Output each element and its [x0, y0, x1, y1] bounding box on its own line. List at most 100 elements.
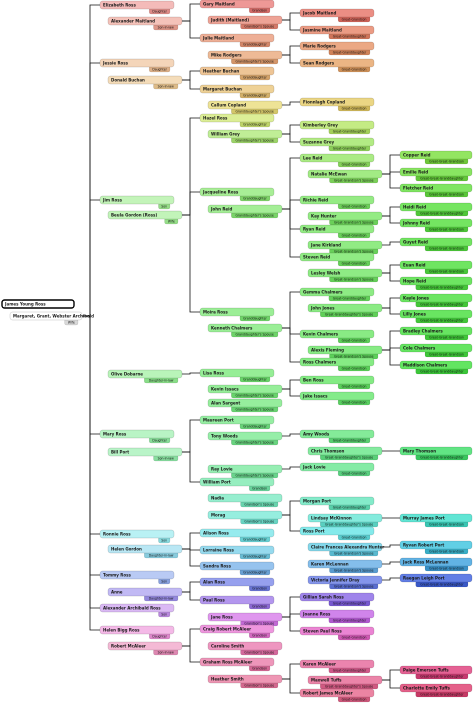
connector — [82, 315, 100, 576]
person-name: Jane Ross — [210, 614, 233, 619]
person-name: Morgan Port — [303, 498, 331, 503]
connector — [382, 215, 400, 224]
name-box — [207, 398, 283, 408]
relation-label: Great-Granddaughter — [333, 668, 367, 672]
name-box — [307, 303, 383, 313]
person-name: Callum Copland — [211, 102, 246, 107]
relation-label: Great-Great-Granddaughter — [420, 674, 464, 678]
name-box — [107, 369, 183, 379]
relation-label: Daughter — [152, 634, 167, 638]
name-box — [299, 375, 375, 385]
relation-label: Granddaughter — [243, 537, 267, 541]
person-name: John Reid — [210, 206, 232, 211]
relation-label: Great-Great-Granddaughter — [420, 176, 464, 180]
person-name: Beula Gordon (Ross) — [111, 212, 157, 217]
name-box — [199, 113, 275, 123]
person-name: Lorraine Ross — [203, 547, 234, 552]
name-box — [399, 343, 473, 353]
name-box — [399, 150, 473, 160]
relation-label: Great-Granddaughter — [333, 146, 367, 150]
connector — [282, 388, 300, 397]
relation-label: Granddaughter — [243, 554, 267, 558]
person-name: Richie Reid — [303, 197, 328, 202]
relation-label: Great-Granddaughter's Spouse — [325, 522, 373, 526]
name-box — [299, 58, 375, 68]
person-name: Ross Chalmers — [303, 359, 337, 364]
person-name: Amy Woods — [303, 431, 330, 436]
relation-label: Great-Grandson's Spouse — [334, 551, 374, 555]
name-box — [299, 224, 375, 234]
name-box — [199, 561, 275, 571]
person-name: Craig Robert McAleer — [203, 626, 251, 631]
connector — [282, 101, 300, 106]
connector — [282, 208, 300, 230]
name-box — [307, 513, 383, 523]
relation-label: Granddaughter — [243, 316, 267, 320]
connector — [182, 591, 200, 601]
name-box — [399, 683, 473, 693]
person-name: Margaret Buchan — [203, 86, 242, 91]
connector — [182, 191, 200, 216]
relation-label: Great-Great-Grandson — [429, 227, 464, 231]
relation-label: Great-Great-Grandson — [429, 269, 464, 273]
connector — [282, 291, 300, 329]
name-box — [399, 260, 473, 270]
connector — [282, 54, 300, 64]
connector — [282, 12, 300, 21]
person-name: Raegan Leigh Port — [403, 575, 445, 580]
relation-label: Granddaughter's Spouse — [235, 407, 273, 411]
relation-label: Great-Great-Grandson — [429, 352, 464, 356]
person-name: Joanne Ross — [302, 611, 331, 616]
name-box — [299, 252, 375, 262]
person-name: Kimberley Grey — [303, 122, 338, 127]
name-box — [299, 25, 375, 35]
person-name: Jake Issacs — [302, 393, 328, 398]
connector — [382, 349, 400, 366]
relation-label: Granddaughter — [243, 424, 267, 428]
relation-label: Great-Grandson — [342, 535, 367, 539]
name-box — [99, 0, 175, 10]
person-name: Karen McLennan — [311, 561, 349, 566]
person-name: Bill Port — [111, 449, 129, 454]
name-box — [399, 557, 473, 567]
relation-label: Great-Grandson — [342, 338, 367, 342]
name-box — [307, 211, 383, 221]
relation-label: Granddaughter — [243, 570, 267, 574]
connector — [182, 214, 200, 313]
person-name: Kevin Chalmers — [303, 331, 339, 336]
name-box — [107, 641, 183, 651]
relation-label: Great-Granddaughter's Spouse — [325, 312, 373, 316]
relation-label: Granddaughter — [243, 93, 267, 97]
person-name: Ronnie Ross — [103, 531, 131, 536]
connector — [82, 315, 100, 631]
name-box — [299, 688, 375, 698]
connector — [82, 315, 100, 609]
name-box — [99, 570, 175, 580]
name-box — [207, 129, 283, 139]
person-name: Ross Port — [303, 528, 325, 533]
relation-label: Great-Grandson — [342, 384, 367, 388]
name-box — [199, 307, 275, 317]
name-box — [299, 41, 375, 51]
connector — [82, 62, 100, 317]
person-name: Alexander Maitland — [111, 18, 155, 23]
person-name: William Port — [203, 479, 231, 484]
connector — [182, 3, 200, 22]
connector — [382, 561, 400, 565]
relation-label: Great-Granddaughter's Spouse — [325, 455, 373, 459]
relation-label: Grandson — [252, 604, 267, 608]
person-name: Maxwell Tuffs — [311, 677, 342, 682]
name-box — [107, 210, 183, 220]
connector — [382, 307, 400, 315]
relation-label: Granddaughter's Spouse — [235, 440, 273, 444]
name-box — [307, 559, 383, 569]
relation-label: Grandson's Spouse — [244, 502, 274, 506]
connector — [182, 548, 200, 567]
name-box — [307, 268, 383, 278]
person-name: Jack Lovie — [302, 464, 326, 469]
relation-label: Granddaughter's Spouse — [235, 393, 273, 397]
person-name: Kayle Jones — [403, 295, 430, 300]
name-box — [299, 357, 375, 367]
relation-label: Great-Great-Grandson — [429, 192, 464, 196]
name-box — [207, 641, 283, 651]
